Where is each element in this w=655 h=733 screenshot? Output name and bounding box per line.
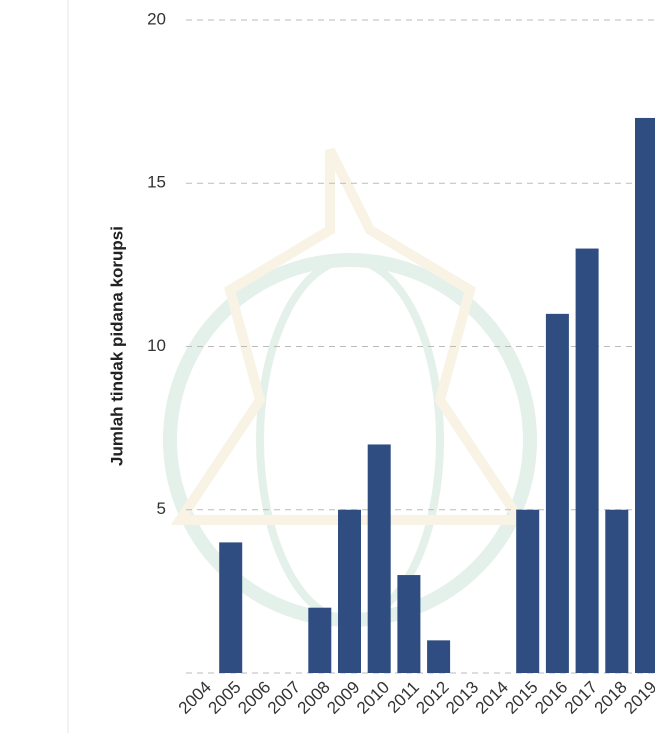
x-tick-label: 2014 — [472, 678, 512, 718]
x-tick-label: 2010 — [353, 678, 393, 718]
bar — [635, 117, 655, 673]
y-tick-label: 5 — [157, 499, 166, 518]
bar — [338, 509, 361, 673]
x-tick-label: 2009 — [323, 678, 363, 718]
bar — [219, 542, 243, 673]
bar — [516, 509, 540, 673]
y-tick-label: 10 — [147, 336, 166, 355]
x-tick-label: 2016 — [531, 678, 571, 718]
bar — [397, 575, 421, 673]
x-tick-label: 2015 — [502, 678, 542, 718]
x-tick-label: 2011 — [384, 678, 423, 717]
bar — [545, 313, 569, 673]
x-tick-label: 2006 — [234, 678, 274, 718]
bar — [367, 444, 391, 673]
bar — [605, 509, 629, 673]
x-tick-label: 2004 — [175, 678, 215, 718]
bar — [427, 640, 451, 673]
x-tick-label: 2017 — [561, 678, 601, 718]
y-axis-label: Jumlah tindak pidana korupsi — [107, 226, 126, 466]
bar — [308, 607, 332, 673]
x-tick-label: 2019 — [620, 678, 655, 718]
bar — [575, 248, 599, 674]
y-tick-label: 20 — [147, 9, 166, 28]
x-tick-label: 2018 — [591, 678, 631, 718]
y-tick-label: 15 — [147, 173, 166, 192]
x-tick-label: 2005 — [205, 678, 245, 718]
x-tick-label: 2012 — [412, 678, 452, 718]
x-tick-label: 2008 — [294, 678, 334, 718]
x-tick-label: 2013 — [442, 678, 482, 718]
x-tick-label: 2007 — [264, 678, 304, 718]
